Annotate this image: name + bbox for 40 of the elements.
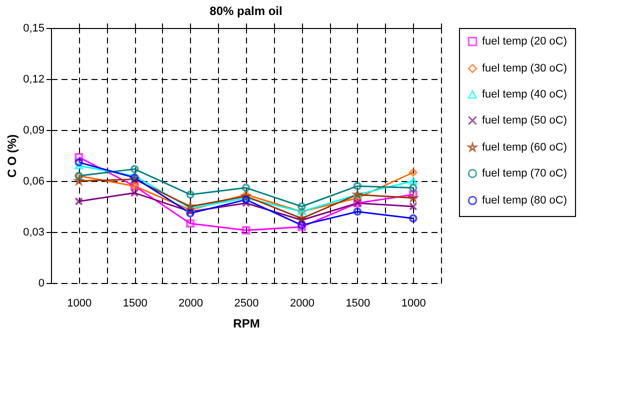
- legend-label: fuel temp (70 oC): [482, 168, 567, 180]
- x-tick-label: 2000: [178, 298, 204, 310]
- legend-label: fuel temp (30 oC): [482, 62, 567, 74]
- legend-label: fuel temp (60 oC): [482, 142, 567, 154]
- y-tick-label: 0,03: [23, 226, 44, 238]
- point: [408, 168, 418, 177]
- point: [242, 198, 250, 208]
- point: [74, 162, 84, 170]
- y-tick-label: 0,06: [23, 176, 44, 188]
- y-axis-title: C O (%): [5, 134, 20, 178]
- point: [186, 190, 194, 199]
- legend-label: fuel temp (40 oC): [482, 88, 567, 100]
- x-tick-label: 2000: [290, 298, 314, 310]
- legend-label: fuel temp (80 oC): [482, 194, 567, 206]
- y-tick-label: 0,15: [23, 22, 44, 34]
- point: [408, 202, 418, 211]
- x-tick-label: 1000: [67, 298, 92, 310]
- point: [74, 153, 84, 162]
- x-axis-title: RPM: [233, 316, 260, 330]
- point: [408, 177, 418, 185]
- point: [242, 196, 250, 204]
- x-tick-label: 1000: [401, 298, 426, 310]
- point: [353, 182, 362, 190]
- legend-label: fuel temp (20 oC): [482, 36, 567, 48]
- x-tick-label: 1500: [346, 298, 370, 310]
- point: [298, 202, 306, 211]
- chart-title: 80% palm oil: [210, 4, 282, 18]
- y-tick-label: 0,09: [23, 124, 44, 136]
- y-tick-label: 0,12: [23, 74, 44, 86]
- point: [130, 164, 139, 174]
- x-tick-label: 2500: [234, 298, 259, 310]
- x-tick-label: 1500: [122, 298, 148, 310]
- point: [74, 197, 84, 206]
- legend-label: fuel temp (50 oC): [482, 114, 567, 126]
- point: [130, 188, 139, 198]
- point: [186, 219, 194, 228]
- point: [353, 207, 362, 216]
- point: [242, 184, 250, 192]
- y-tick-label: 0: [38, 278, 44, 290]
- point: [242, 226, 250, 234]
